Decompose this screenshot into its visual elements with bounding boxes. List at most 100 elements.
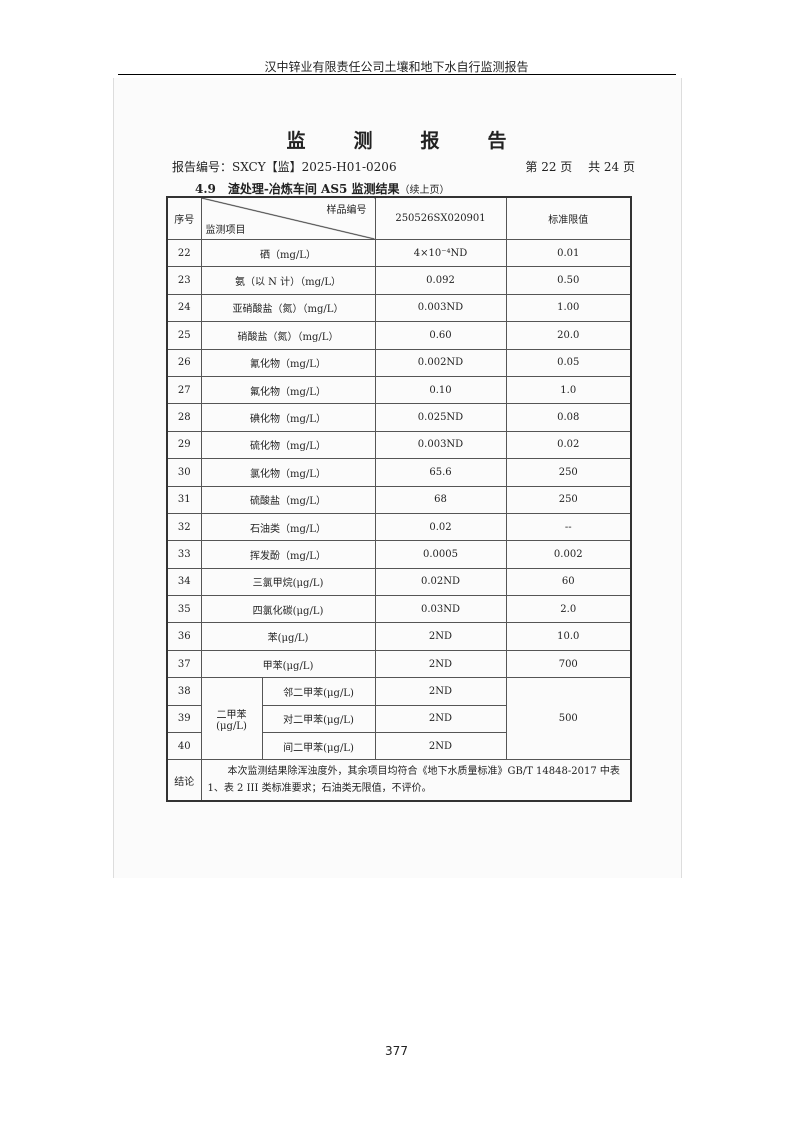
- row-standard: 2.0: [505, 595, 632, 624]
- row-no: 33: [166, 540, 202, 569]
- row-item: 甲苯(μg/L): [200, 649, 376, 679]
- row-standard: 0.50: [505, 266, 632, 295]
- row-standard: 10.0: [505, 622, 632, 651]
- row-item: 硫酸盐（mg/L）: [200, 485, 376, 514]
- table-row: 28 碘化物（mg/L） 0.025ND 0.08: [166, 403, 632, 432]
- row-standard: 1.00: [505, 293, 632, 323]
- header-diagonal: 样品编号监测项目: [200, 196, 376, 240]
- row-no: 37: [166, 649, 202, 679]
- row-no: 32: [166, 512, 202, 542]
- table-row: 37 甲苯(μg/L) 2ND 700: [166, 649, 632, 679]
- row-standard: 1.0: [505, 375, 632, 405]
- row-item: 四氯化碳(μg/L): [200, 595, 376, 624]
- row-item: 挥发酚（mg/L）: [200, 540, 376, 569]
- table-row: 22 硒（mg/L） 4×10⁻⁴ND 0.01: [166, 238, 632, 268]
- row-standard: 20.0: [505, 321, 632, 350]
- results-table: 序号 样品编号监测项目 250526SX020901 标准限值 22 硒（mg/L…: [166, 196, 632, 803]
- row-no: 24: [166, 293, 202, 323]
- row-no: 25: [166, 321, 202, 350]
- row-result: 0.60: [374, 321, 507, 350]
- row-no: 27: [166, 375, 202, 405]
- row-item: 硒（mg/L）: [200, 238, 376, 268]
- table-row: 23 氨（以 N 计）（mg/L） 0.092 0.50: [166, 266, 632, 295]
- row-result: 0.003ND: [374, 293, 507, 323]
- row-standard: 250: [505, 485, 632, 514]
- table-header: 序号 样品编号监测项目 250526SX020901 标准限值: [166, 196, 632, 240]
- table-row: 24 亚硝酸盐（氮）（mg/L） 0.003ND 1.00: [166, 293, 632, 323]
- row-item: 氰化物（mg/L）: [200, 348, 376, 377]
- row-no: 28: [166, 403, 202, 432]
- xylene-standard: 500: [505, 677, 632, 761]
- page-info: 第 22 页 共 24 页: [525, 160, 635, 174]
- row-no: 40: [166, 732, 202, 761]
- row-item: 硝酸盐（氮）（mg/L）: [200, 321, 376, 350]
- row-item: 氯化物（mg/L）: [200, 458, 376, 487]
- row-no: 31: [166, 485, 202, 514]
- row-standard: 0.002: [505, 540, 632, 569]
- xylene-group-label: 二甲苯: [216, 709, 247, 721]
- row-standard: --: [505, 512, 632, 542]
- row-no: 23: [166, 266, 202, 295]
- header-sample-id: 250526SX020901: [374, 196, 507, 240]
- row-standard: 0.05: [505, 348, 632, 377]
- section-title: 4.9 渣处理-冶炼车间 AS5 监测结果: [195, 182, 400, 196]
- header-rule: [118, 74, 676, 75]
- header-item: 监测项目: [205, 225, 246, 236]
- row-result: 0.0005: [374, 540, 507, 569]
- table-row: 32 石油类（mg/L） 0.02 --: [166, 512, 632, 542]
- row-result: 0.02ND: [374, 567, 507, 597]
- header-standard: 标准限值: [505, 196, 632, 240]
- row-item: 氟化物（mg/L）: [200, 375, 376, 405]
- row-result: 2ND: [374, 622, 507, 651]
- row-item: 硫化物（mg/L）: [200, 430, 376, 460]
- row-standard: 0.08: [505, 403, 632, 432]
- row-item: 三氯甲烷(μg/L): [200, 567, 376, 597]
- running-header: 汉中锌业有限责任公司土壤和地下水自行监测报告: [264, 60, 529, 74]
- table-row: 31 硫酸盐（mg/L） 68 250: [166, 485, 632, 514]
- row-result: 2ND: [374, 677, 507, 706]
- row-item: 邻二甲苯(μg/L): [261, 677, 376, 706]
- row-standard: 0.01: [505, 238, 632, 268]
- row-result: 2ND: [374, 649, 507, 679]
- row-item: 苯(μg/L): [200, 622, 376, 651]
- row-result: 0.092: [374, 266, 507, 295]
- row-no: 39: [166, 704, 202, 734]
- table-row: 36 苯(μg/L) 2ND 10.0: [166, 622, 632, 651]
- page-number: 377: [385, 1044, 408, 1058]
- row-no: 30: [166, 458, 202, 487]
- table-row: 40 间二甲苯(μg/L) 2ND: [166, 732, 631, 761]
- header-sample: 样品编号: [326, 205, 367, 216]
- conclusion-row: 结论 本次监测结果除浑浊度外，其余项目均符合《地下水质量标准》GB/T 14848…: [166, 759, 632, 802]
- table-row: 34 三氯甲烷(μg/L) 0.02ND 60: [166, 567, 632, 597]
- row-no: 34: [166, 567, 202, 597]
- row-result: 0.03ND: [374, 595, 507, 624]
- header-no: 序号: [166, 196, 202, 240]
- table-row: 38 二甲苯 (μg/L) 邻二甲苯(μg/L) 2ND 500: [166, 677, 632, 761]
- table-row: 25 硝酸盐（氮）（mg/L） 0.60 20.0: [166, 321, 632, 350]
- row-result: 2ND: [374, 732, 507, 761]
- row-no: 38: [166, 677, 202, 706]
- row-result: 0.025ND: [374, 403, 507, 432]
- row-item: 对二甲苯(μg/L): [261, 704, 376, 734]
- row-standard: 700: [505, 649, 632, 679]
- section-note: （续上页）: [399, 185, 450, 196]
- row-item: 亚硝酸盐（氮）（mg/L）: [200, 293, 376, 323]
- row-standard: 60: [505, 567, 632, 597]
- row-result: 4×10⁻⁴ND: [374, 238, 507, 268]
- row-no: 36: [166, 622, 202, 651]
- row-result: 2ND: [374, 704, 507, 734]
- row-item: 石油类（mg/L）: [200, 512, 376, 542]
- row-standard: 0.02: [505, 430, 632, 460]
- table-row: 33 挥发酚（mg/L） 0.0005 0.002: [166, 540, 632, 569]
- row-item: 碘化物（mg/L）: [200, 403, 376, 432]
- row-result: 65.6: [374, 458, 507, 487]
- row-no: 26: [166, 348, 202, 377]
- row-no: 35: [166, 595, 202, 624]
- table-row: 27 氟化物（mg/L） 0.10 1.0: [166, 375, 632, 405]
- table-row: 35 四氯化碳(μg/L) 0.03ND 2.0: [166, 595, 632, 624]
- row-item: 间二甲苯(μg/L): [261, 732, 376, 761]
- conclusion-text: 本次监测结果除浑浊度外，其余项目均符合《地下水质量标准》GB/T 14848-2…: [200, 759, 632, 802]
- xylene-group-unit: (μg/L): [216, 720, 247, 732]
- row-result: 68: [374, 485, 507, 514]
